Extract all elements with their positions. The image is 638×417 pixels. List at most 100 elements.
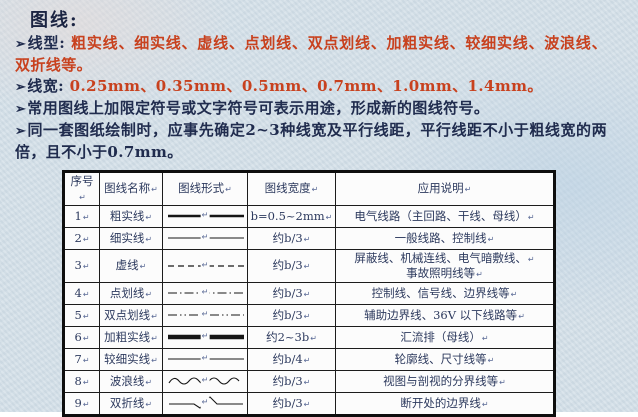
serial-number: 5 <box>74 307 82 322</box>
paragraph-mark-icon: ↵ <box>499 377 506 387</box>
cell-serial-number: 5↵ <box>63 303 100 327</box>
application-text-line: 一般线路、控制线 <box>394 230 487 245</box>
paragraph-mark-icon: ↵ <box>151 355 158 365</box>
serial-number: 8 <box>74 373 82 388</box>
line-width-value: 约b/4 <box>272 351 303 366</box>
arrow-bullet-icon: ➢ <box>15 80 27 95</box>
thinner-solid-line-icon: ↵ <box>165 351 245 367</box>
application-text-line: 轮廓线、尺寸线等 <box>394 351 487 366</box>
paragraph-mark-icon: ↵ <box>200 331 210 343</box>
arrow-bullet-icon: ➢ <box>15 124 27 139</box>
serial-number: 1 <box>74 208 82 223</box>
bullet-text: 常用图线上加限定符号或文字符号可表示用途，形成新的图线符号。 <box>27 99 490 117</box>
dashed-line-icon: ↵ <box>165 258 245 274</box>
paragraph-mark-icon: ↵ <box>82 289 90 299</box>
line-width-value: 约b/3 <box>272 373 303 388</box>
table-row-5: 5↵ 双点划线↵ ↵ 约b/3↵ 辅助边界线、36V 以下线路等↵ <box>63 303 555 327</box>
bullet-label: 线宽: <box>27 77 70 95</box>
line-name: 细实线 <box>109 230 145 245</box>
line-width-value: 约2~3b <box>266 329 310 344</box>
table-row-4: 4↵ 点划线↵ ↵ 约b/3↵ 控制线、信号线、边界线等↵ <box>63 281 555 305</box>
paragraph-mark-icon: ↵ <box>200 287 210 299</box>
cell-application: 轮廓线、尺寸线等↵ <box>335 347 555 371</box>
paragraph-mark-icon: ↵ <box>311 185 319 195</box>
wavy-line-icon: ↵ <box>165 373 245 389</box>
line-name: 粗实线 <box>109 208 145 223</box>
bullet-item-2: ➢线宽: 0.25mm、0.35mm、0.5mm、0.7mm、1.0mm、1.4… <box>15 76 607 98</box>
cell-line-form: ↵ <box>162 303 248 327</box>
application-text-line: 辅助边界线、36V 以下线路等 <box>364 307 518 322</box>
paragraph-mark-icon: ↵ <box>303 355 311 365</box>
paragraph-mark-icon: ↵ <box>82 311 90 321</box>
paragraph-mark-icon: ↵ <box>527 254 535 264</box>
zigzag-break-line-icon: ↵ <box>165 395 245 411</box>
paragraph-mark-icon: ↵ <box>464 185 472 195</box>
paragraph-mark-icon: ↵ <box>145 399 153 409</box>
bullet-item-3: ➢常用图线上加限定符号或文字符号可表示用途，形成新的图线符号。 <box>15 98 607 120</box>
bullet-list: ➢线型: 粗实线、细实线、虚线、点划线、双点划线、加粗实线、较细实线、波浪线、双… <box>15 33 607 163</box>
table-row-6: 6↵ 加粗实线↵ ↵ 约2~3b↵ 汇流排（母线）↵ <box>63 325 555 349</box>
thick-solid-line-icon: ↵ <box>165 208 245 224</box>
paragraph-mark-icon: ↵ <box>82 333 90 343</box>
cell-line-name: 波浪线↵ <box>99 369 163 393</box>
cell-serial-number: 6↵ <box>63 325 100 349</box>
paragraph-mark-icon: ↵ <box>225 185 232 195</box>
paragraph-mark-icon: ↵ <box>82 399 90 409</box>
column-header-4: 图线宽度↵ <box>247 171 336 206</box>
cell-line-form: ↵ <box>162 347 248 371</box>
bullet-item-4: ➢同一套图纸绘制时，应事先确定2~3种线宽及平行线距，平行线距不小于粗线宽的两倍… <box>15 120 607 163</box>
paragraph-mark-icon: ↵ <box>303 234 311 244</box>
cell-application: 视图与剖视的分界线等↵ <box>335 369 555 393</box>
line-types-table: 序号↵ 图线名称↵ 图线形式↵ 图线宽度↵ 应用说明↵ 1↵ 粗实线↵ ↵ b=0.5~2mm… <box>62 170 556 417</box>
column-header-label: 应用说明 <box>417 181 464 196</box>
paragraph-mark-icon: ↵ <box>139 262 147 272</box>
cell-application: 屏蔽线、机械连线、电气暗敷线、↵ 事故照明线等↵ <box>335 248 555 283</box>
cell-line-width: 约b/3↵ <box>247 369 336 393</box>
application-text: 汇流排（母线）↵ <box>338 330 551 345</box>
line-name: 双折线 <box>109 395 145 410</box>
paragraph-mark-icon: ↵ <box>325 212 333 222</box>
cell-line-width: 约b/3↵ <box>247 248 336 283</box>
application-text: 辅助边界线、36V 以下线路等↵ <box>338 308 551 323</box>
serial-number: 9 <box>74 395 82 410</box>
cell-serial-number: 7↵ <box>63 347 100 371</box>
application-text: 断开处的边界线↵ <box>338 396 551 411</box>
application-text: 屏蔽线、机械连线、电气暗敷线、↵ <box>338 251 551 266</box>
paragraph-mark-icon: ↵ <box>145 377 153 387</box>
column-header-1: 序号 ↵ <box>63 171 100 206</box>
column-header-3: 图线形式↵ <box>162 171 248 206</box>
paragraph-mark-icon: ↵ <box>151 333 158 343</box>
paragraph-mark-icon: ↵ <box>481 333 489 343</box>
cell-line-width: b=0.5~2mm↵ <box>247 204 336 228</box>
bullet-item-1: ➢线型: 粗实线、细实线、虚线、点划线、双点划线、加粗实线、较细实线、波浪线、双… <box>15 33 607 76</box>
arrow-bullet-icon: ➢ <box>15 37 27 52</box>
column-header-label: 序号 <box>70 174 94 188</box>
cell-serial-number: 8↵ <box>63 369 100 393</box>
cell-line-name: 细实线↵ <box>99 226 163 250</box>
table-row-7: 7↵ 较细实线↵ ↵ 约b/4↵ 轮廓线、尺寸线等↵ <box>63 347 555 371</box>
line-name: 虚线 <box>115 258 139 273</box>
cell-serial-number: 1↵ <box>63 204 100 228</box>
paragraph-mark-icon: ↵ <box>200 232 210 244</box>
paragraph-mark-icon: ↵ <box>200 309 210 321</box>
paragraph-mark-icon: ↵ <box>303 262 311 272</box>
line-width-value: 约b/3 <box>272 258 303 273</box>
cell-line-form: ↵ <box>162 369 248 393</box>
application-text-line: 事故照明线等 <box>406 265 476 280</box>
cell-line-width: 约2~3b↵ <box>247 325 336 349</box>
application-text: 视图与剖视的分界线等↵ <box>338 374 551 389</box>
cell-application: 一般线路、控制线↵ <box>335 226 555 250</box>
bullet-text: 同一套图纸绘制时，应事先确定2~3种线宽及平行线距，平行线距不小于粗线宽的两倍，… <box>15 121 607 161</box>
serial-number: 6 <box>74 329 82 344</box>
cell-serial-number: 4↵ <box>63 281 100 305</box>
application-text: 电气线路（主回路、干线、母线）↵ <box>338 209 551 224</box>
thin-solid-line-icon: ↵ <box>165 230 245 246</box>
application-text: 事故照明线等↵ <box>338 266 551 281</box>
arrow-bullet-icon: ➢ <box>15 102 27 117</box>
paragraph-mark-icon: ↵ <box>481 399 489 409</box>
bullet-label: 线型: <box>27 34 72 52</box>
paragraph-mark-icon: ↵ <box>151 185 158 195</box>
table-row-3: 3↵ 虚线↵ ↵ 约b/3↵ 屏蔽线、机械连线、电气暗敷线、↵ 事故照明线等↵ <box>63 248 555 283</box>
cell-line-name: 双点划线↵ <box>99 303 163 327</box>
